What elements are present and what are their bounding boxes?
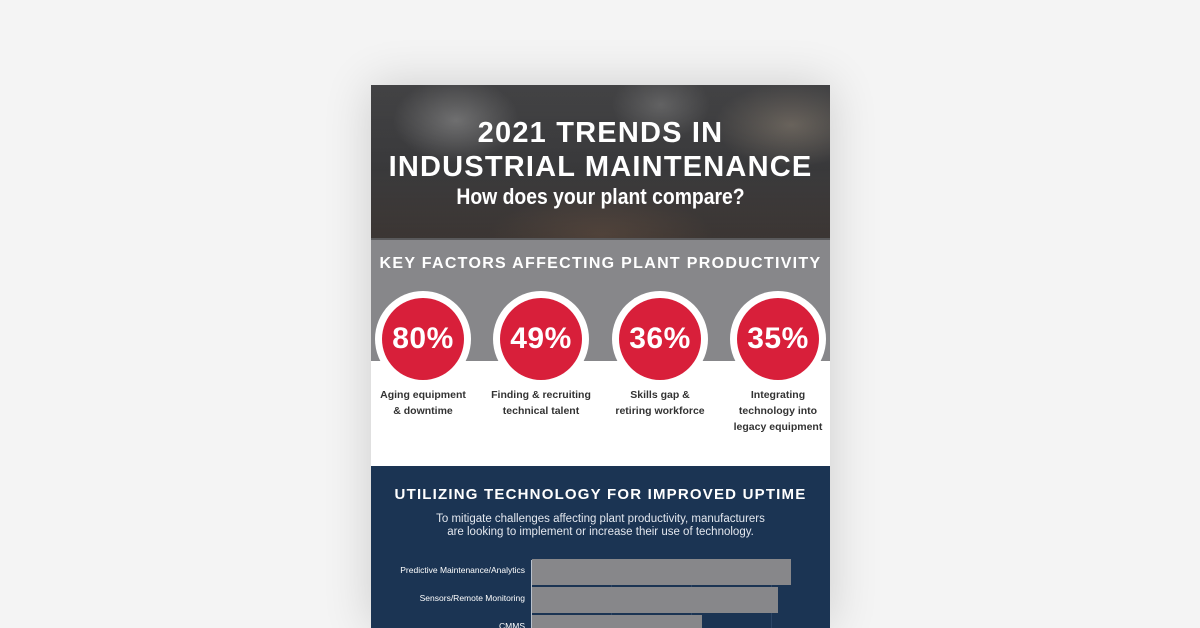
chart-bar	[532, 559, 792, 585]
stat-label: Finding & recruiting technical talent	[489, 387, 593, 419]
chart-bar	[532, 587, 778, 613]
chart-y-axis	[531, 560, 532, 628]
technology-description-line-2: are looking to implement or increase the…	[447, 526, 754, 538]
chart-bar-row: Predictive Maintenance/Analytics	[371, 559, 830, 585]
chart-category-label: CMMS	[499, 621, 525, 628]
stat-label-line: technical talent	[502, 405, 580, 417]
stat-circle: 36%	[612, 291, 708, 387]
stat-label: Aging equipment & downtime	[371, 387, 475, 419]
stat-label-line: Finding & recruiting	[491, 389, 591, 401]
technology-description-line-1: To mitigate challenges affecting plant p…	[436, 513, 765, 525]
chart-bar	[532, 615, 703, 628]
stat-card-aging-equipment: 80% Aging equipment & downtime	[371, 291, 475, 447]
hero-divider	[371, 238, 830, 240]
stat-label-line: & downtime	[393, 405, 453, 417]
stat-card-integrating-technology: 35% Integrating technology into legacy e…	[726, 291, 830, 447]
stat-label-line: Skills gap &	[630, 389, 690, 401]
stat-circle: 49%	[493, 291, 589, 387]
stat-circle: 35%	[730, 291, 826, 387]
stat-card-recruiting: 49% Finding & recruiting technical talen…	[489, 291, 593, 447]
hero-banner: 2021 TRENDS IN INDUSTRIAL MAINTENANCE Ho…	[371, 85, 830, 238]
stat-label: Skills gap & retiring workforce	[608, 387, 712, 419]
stat-value: 49%	[500, 298, 582, 380]
hero-subtitle: How does your plant compare?	[456, 184, 745, 209]
chart-category-label: Sensors/Remote Monitoring	[419, 593, 525, 603]
hero-title-line-1: 2021 TRENDS IN	[477, 117, 724, 149]
key-factors-title: KEY FACTORS AFFECTING PLANT PRODUCTIVITY	[379, 255, 822, 272]
stat-label-line: legacy equipment	[733, 421, 823, 433]
stat-label-line: Aging equipment	[380, 389, 466, 401]
infographic-page: 2021 TRENDS IN INDUSTRIAL MAINTENANCE Ho…	[371, 85, 830, 628]
technology-title: UTILIZING TECHNOLOGY FOR IMPROVED UPTIME	[394, 486, 807, 503]
stat-label: Integrating technology into legacy equip…	[726, 387, 830, 435]
technology-bar-chart: Predictive Maintenance/Analytics Sensors/…	[371, 550, 830, 628]
stat-circle: 80%	[375, 291, 471, 387]
chart-bar-row: Sensors/Remote Monitoring	[371, 587, 830, 613]
stat-label-line: retiring workforce	[615, 405, 705, 417]
chart-category-label: Predictive Maintenance/Analytics	[400, 565, 525, 575]
stat-label-line: technology into	[738, 405, 818, 417]
stat-card-skills-gap: 36% Skills gap & retiring workforce	[608, 291, 712, 447]
stat-value: 80%	[382, 298, 464, 380]
stat-value: 36%	[619, 298, 701, 380]
stat-label-line: Integrating	[750, 389, 806, 401]
hero-title-line-2: INDUSTRIAL MAINTENANCE	[388, 151, 813, 183]
stat-value: 35%	[737, 298, 819, 380]
chart-bar-row: CMMS	[371, 615, 830, 628]
